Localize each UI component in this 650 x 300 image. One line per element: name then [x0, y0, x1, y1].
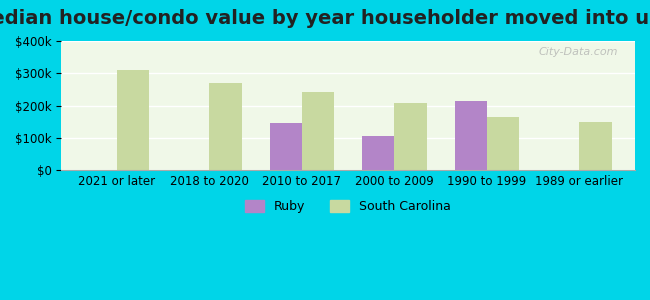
Bar — [454, 101, 487, 170]
Bar — [302, 92, 334, 170]
Bar — [362, 136, 395, 170]
Bar — [487, 117, 519, 170]
Bar — [270, 123, 302, 170]
Bar — [580, 122, 612, 170]
Text: City-Data.com: City-Data.com — [538, 47, 617, 58]
Bar — [395, 103, 427, 170]
Legend: Ruby, South Carolina: Ruby, South Carolina — [240, 195, 456, 218]
Text: Median house/condo value by year householder moved into unit: Median house/condo value by year househo… — [0, 9, 650, 28]
Bar — [117, 70, 150, 170]
Bar — [209, 83, 242, 170]
